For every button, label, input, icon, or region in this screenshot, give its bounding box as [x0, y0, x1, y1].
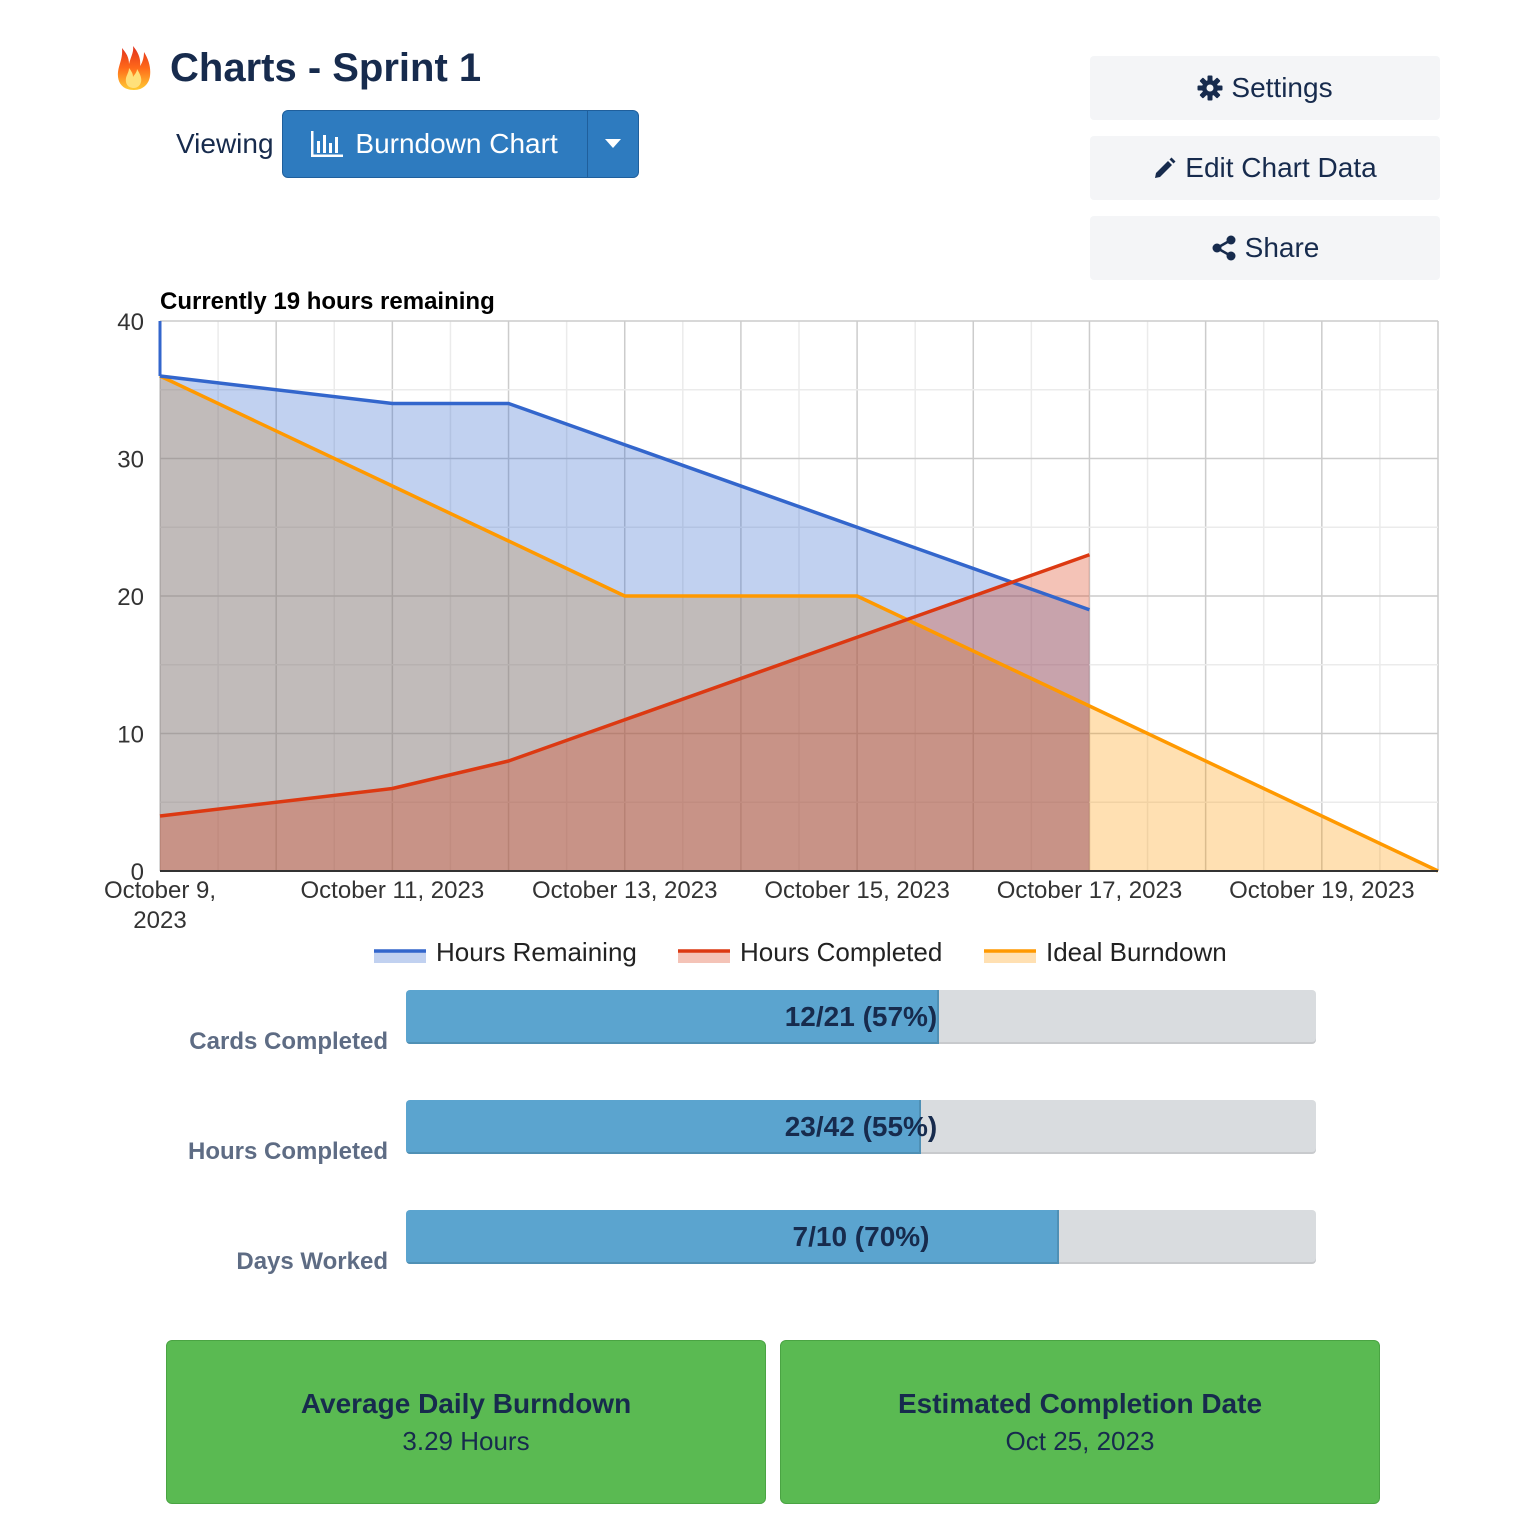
y-tick-label: 0: [131, 859, 144, 886]
share-button[interactable]: Share: [1090, 216, 1440, 280]
pencil-icon: [1155, 157, 1176, 178]
cards-completed-progress-bar: 12/21 (57%): [406, 990, 1316, 1044]
x-tick-label: October 19, 2023: [1229, 877, 1414, 904]
chart-selector-label: Burndown Chart: [355, 128, 558, 159]
legend-item-ideal-burndown[interactable]: Ideal Burndown: [984, 937, 1227, 967]
ideal-burndown-area: [160, 376, 1438, 871]
caret-down-icon: [604, 139, 621, 148]
average-daily-burndown-card: Average Daily Burndown 3.29 Hours: [166, 1340, 766, 1504]
legend-swatch: [374, 951, 426, 963]
days-worked-progress-fill: [406, 1210, 1060, 1264]
hours-completed-area: [160, 554, 1090, 871]
share-label: Share: [1244, 232, 1320, 263]
hours-remaining-area: [160, 376, 1090, 871]
legend-label: Ideal Burndown: [1046, 937, 1227, 967]
cards-completed-progress-text: 12/21 (57%): [784, 1001, 938, 1032]
hours-completed-progress-text: 23/42 (55%): [784, 1111, 938, 1142]
x-tick-label: October 15, 2023: [764, 877, 949, 904]
legend-item-hours-remaining[interactable]: Hours Remaining: [374, 937, 637, 967]
y-tick-label: 20: [117, 584, 144, 611]
settings-button[interactable]: Settings: [1090, 56, 1440, 120]
page-header: Charts - Sprint 1: [114, 38, 481, 98]
y-tick-label: 10: [117, 722, 144, 749]
days-worked-progress-bar: 7/10 (70%): [406, 1210, 1316, 1264]
gear-icon: [1197, 75, 1223, 101]
chart-selector-button[interactable]: Burndown Chart: [283, 111, 587, 177]
hours-completed-progress-fill: [406, 1100, 922, 1154]
stat-value: Oct 25, 2023: [1005, 1425, 1155, 1456]
hours-completed-line: [159, 553, 1091, 818]
chart-selector-dropdown[interactable]: [586, 111, 638, 177]
legend-label: Hours Completed: [740, 937, 942, 967]
days-worked-progress-text: 7/10 (70%): [792, 1221, 930, 1252]
legend-item-hours-completed[interactable]: Hours Completed: [678, 937, 942, 967]
cards-completed-progress-fill: [406, 990, 940, 1044]
x-tick-label: October 13, 2023: [532, 877, 717, 904]
edit-chart-data-label: Edit Chart Data: [1185, 152, 1377, 183]
days-worked-label: Days Worked: [236, 1248, 388, 1275]
ideal-burndown-line: [159, 374, 1439, 873]
hours-completed-label: Hours Completed: [187, 1138, 388, 1165]
y-tick-label: 30: [117, 447, 144, 474]
settings-label: Settings: [1231, 72, 1333, 103]
legend-swatch: [984, 951, 1036, 963]
x-tick-label: October 9,: [104, 877, 216, 904]
x-tick-label: October 11, 2023: [301, 877, 485, 904]
x-tick-label: October 17, 2023: [997, 877, 1182, 904]
stat-title: Average Daily Burndown: [300, 1387, 632, 1419]
legend-label: Hours Remaining: [436, 937, 637, 967]
bar-chart-icon: [311, 131, 344, 157]
viewing-label: Viewing: [176, 128, 274, 159]
x-tick-label: 2023: [133, 907, 186, 934]
share-icon: [1212, 235, 1236, 261]
page-title: Charts - Sprint 1: [170, 45, 482, 90]
fire-icon: [117, 46, 151, 90]
cards-completed-label: Cards Completed: [189, 1028, 388, 1055]
estimated-completion-date-card: Estimated Completion Date Oct 25, 2023: [780, 1340, 1380, 1504]
stat-title: Estimated Completion Date: [897, 1387, 1263, 1419]
legend-swatch: [678, 951, 730, 963]
chart-title: Currently 19 hours remaining: [160, 288, 495, 315]
hours-remaining-line: [159, 374, 1091, 612]
burndown-chart: Currently 19 hours remaining 0 10 20 30 40 Oc…: [0, 280, 1538, 980]
chart-selector: Burndown Chart: [281, 110, 639, 178]
y-tick-label: 40: [117, 309, 144, 336]
hours-completed-progress-bar: 23/42 (55%): [406, 1100, 1316, 1154]
stat-value: 3.29 Hours: [402, 1425, 530, 1456]
burndown-chart-svg: Currently 19 hours remaining 0 10 20 30 40 Oc…: [104, 288, 1439, 967]
edit-chart-data-button[interactable]: Edit Chart Data: [1090, 136, 1440, 200]
chart-selector-row: Viewing Burndown Chart: [176, 110, 639, 178]
